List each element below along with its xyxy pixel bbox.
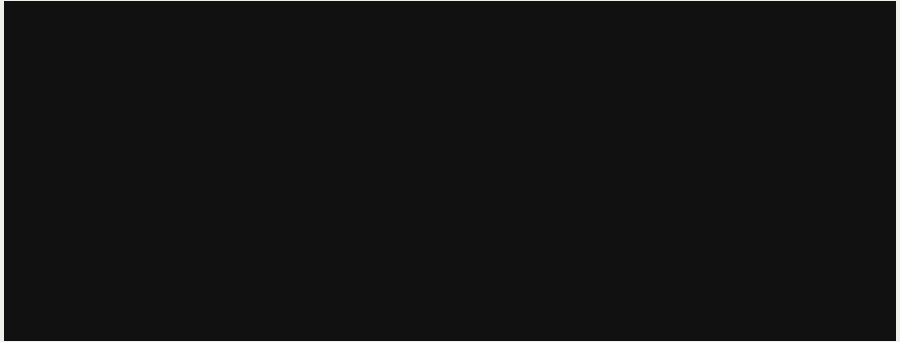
Text: VD1 ÷ VD4: VD1 ÷ VD4 [547, 21, 606, 31]
Text: PA1: PA1 [682, 37, 704, 47]
Text: μA: μA [685, 89, 700, 98]
Text: 10А: 10А [749, 130, 768, 140]
Text: 7: 7 [285, 180, 292, 188]
Text: 10: 10 [285, 241, 297, 250]
Circle shape [0, 0, 572, 342]
Circle shape [262, 0, 900, 342]
Text: "MAX": "MAX" [235, 258, 263, 267]
Text: F1: F1 [154, 13, 169, 23]
Text: XP1: XP1 [44, 12, 70, 25]
Text: 4: 4 [285, 118, 292, 127]
Text: "ВЫКЛ": "ВЫКЛ" [228, 53, 263, 62]
Polygon shape [625, 270, 664, 280]
Text: X1: X1 [825, 79, 842, 89]
Text: ~ Uпит: ~ Uпит [825, 283, 864, 293]
Text: 5: 5 [285, 139, 292, 147]
Text: C1: C1 [265, 133, 278, 143]
Circle shape [297, 0, 900, 342]
Text: 9: 9 [285, 221, 292, 229]
Text: F2: F2 [752, 117, 765, 127]
Circle shape [262, 0, 900, 342]
Text: 400В: 400В [258, 167, 284, 177]
Text: АЛ1307БМ: АЛ1307БМ [551, 267, 605, 277]
Polygon shape [561, 92, 593, 103]
Text: k56: k56 [667, 155, 685, 165]
Text: HL1: HL1 [584, 253, 605, 263]
Text: R1: R1 [667, 138, 680, 148]
Bar [628, 114, 661, 189]
Text: (M4101M): (M4101M) [668, 51, 717, 61]
Text: + Uпит: + Uпит [825, 106, 864, 116]
Circle shape [670, 74, 716, 120]
Text: 3: 3 [285, 97, 292, 106]
Bar [741, 86, 776, 108]
Text: 50m: 50m [260, 149, 284, 159]
Text: 12: 12 [321, 27, 334, 37]
Text: "СЕТЬ": "СЕТЬ" [570, 284, 605, 294]
Circle shape [0, 0, 572, 342]
Circle shape [297, 0, 900, 342]
Circle shape [460, 0, 900, 342]
Text: SA1: SA1 [282, 10, 308, 23]
Text: X2: X2 [825, 256, 842, 266]
Text: +: + [632, 65, 643, 78]
Text: 2: 2 [285, 77, 292, 86]
Text: 8: 8 [285, 200, 292, 209]
Circle shape [622, 252, 668, 298]
Text: КД242А: КД242А [555, 35, 598, 45]
Text: 11: 11 [285, 262, 297, 271]
Text: "MIN": "MIN" [238, 74, 263, 82]
Text: 2A: 2A [154, 26, 168, 36]
Text: T1: T1 [484, 10, 501, 23]
Circle shape [0, 0, 572, 342]
Text: 6: 6 [285, 159, 292, 168]
Text: 10А: 10А [683, 66, 702, 76]
Text: 1: 1 [285, 56, 292, 65]
Bar [136, 33, 186, 55]
Circle shape [297, 0, 900, 342]
Text: ~220В: ~220В [16, 175, 63, 188]
